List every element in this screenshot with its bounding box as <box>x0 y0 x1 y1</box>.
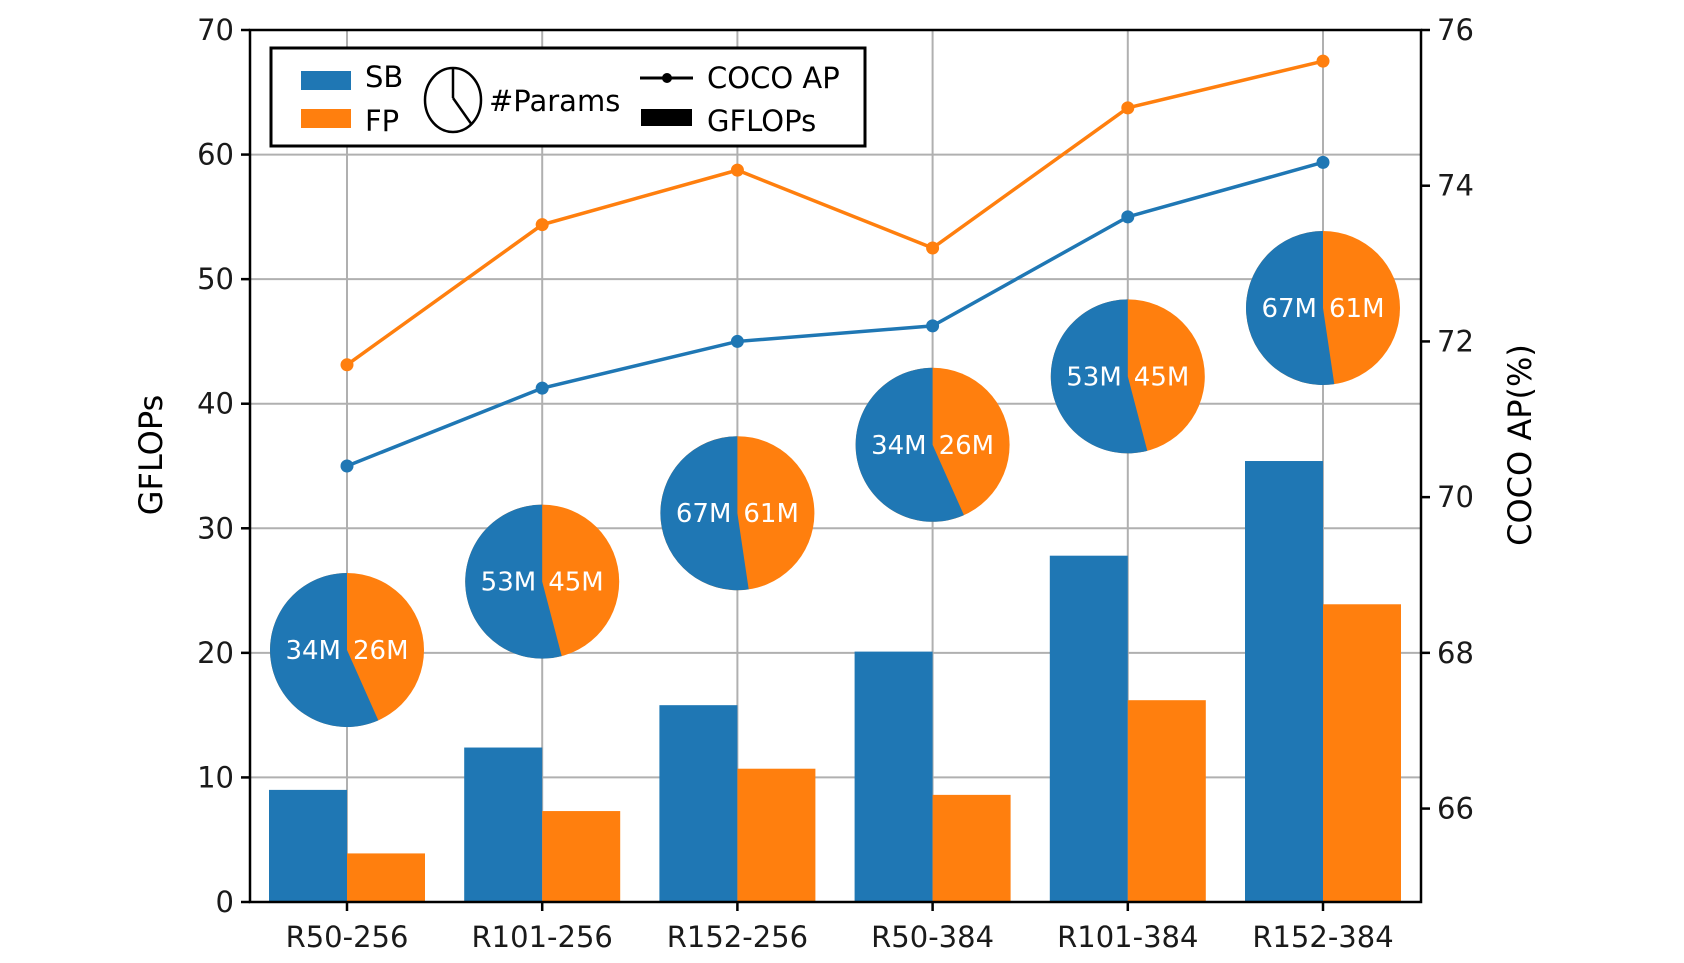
line-fp-coco-ap <box>345 59 1324 367</box>
pie-label-sb: 53M <box>481 568 537 598</box>
pie-r152-256: 67M 61M <box>660 436 815 591</box>
bar-fp-r50-384 <box>932 794 1011 902</box>
point-fp-r152-256 <box>730 163 744 177</box>
bars-layer <box>269 461 1401 902</box>
x-tick-label: R152-256 <box>667 920 808 954</box>
point-fp-r101-384 <box>1121 101 1135 115</box>
pie-label-fp: 26M <box>939 431 995 461</box>
pie-slice-sb <box>1050 299 1148 454</box>
pie-label-fp: 45M <box>1134 362 1190 392</box>
bar-sb-r152-256 <box>659 705 738 902</box>
pie-slice-sb <box>270 573 379 727</box>
pie-slice-sb <box>465 504 562 659</box>
x-tick-label: R101-256 <box>472 920 613 954</box>
point-sb-r101-384 <box>1121 210 1135 224</box>
lines-layer <box>340 54 1330 473</box>
point-sb-r152-256 <box>730 334 744 348</box>
pie-slice-sb <box>855 367 964 522</box>
x-tick-label: R152-384 <box>1252 920 1393 954</box>
y-tick-label-right: 72 <box>1437 324 1474 358</box>
pie-label-sb: 67M <box>676 499 732 529</box>
bar-sb-r101-384 <box>1049 555 1128 902</box>
y-tick-label-left: 40 <box>197 387 234 421</box>
pie-label-fp: 61M <box>1329 294 1385 324</box>
x-tick-label: R50-256 <box>286 920 409 954</box>
y-tick-label-left: 0 <box>216 885 234 919</box>
bar-fp-r50-256 <box>347 853 425 902</box>
pie-label-sb: 34M <box>285 636 341 666</box>
point-sb-r50-256 <box>340 459 354 473</box>
y-tick-label-right: 74 <box>1437 169 1474 203</box>
line-marker-icon <box>640 73 693 83</box>
bar-sb-r152-384 <box>1245 461 1323 902</box>
pie-slice-sb <box>1246 231 1335 385</box>
bar-fp-r152-256 <box>737 768 816 902</box>
bar-fp-r101-256 <box>542 811 621 902</box>
pie-r50-384: 34M 26M <box>855 367 1010 522</box>
y-tick-label-left: 30 <box>197 511 234 545</box>
pie-r101-256: 53M 45M <box>465 504 620 659</box>
pie-label-sb: 67M <box>1261 294 1317 324</box>
pie-label-sb: 34M <box>871 431 927 461</box>
plot-frame <box>248 28 1423 904</box>
bar-fp-r101-384 <box>1127 700 1206 902</box>
bar-fp-r152-384 <box>1323 604 1401 902</box>
ticks-layer: 0 10 20 30 40 50 60 70 66 68 70 72 74 76 R50-256 R101-2… <box>197 13 1474 954</box>
y-tick-label-right: 70 <box>1437 480 1474 514</box>
point-fp-r50-384 <box>926 241 940 255</box>
pie-r152-384: 67M 61M <box>1246 231 1400 385</box>
y-tick-label-left: 50 <box>197 262 234 296</box>
legend-swatch-sb <box>301 71 351 90</box>
line-sb-coco-ap <box>346 160 1324 468</box>
pie-label-sb: 53M <box>1066 362 1122 392</box>
y-tick-label-left: 70 <box>197 13 234 47</box>
y-tick-label-left: 20 <box>197 636 234 670</box>
legend-swatch-gflops <box>641 109 692 126</box>
x-tick-label: R101-384 <box>1057 920 1198 954</box>
axes-layer <box>248 28 1423 904</box>
y-tick-label-right: 68 <box>1437 636 1474 670</box>
pie-slice-sb <box>660 436 749 591</box>
legend-swatch-fp <box>301 109 351 128</box>
legend-label-params: #Params <box>489 84 620 118</box>
point-sb-r101-256 <box>535 381 549 395</box>
legend-box <box>269 46 867 148</box>
pie-label-fp: 26M <box>353 636 409 666</box>
legend-label-coco-ap: COCO AP <box>707 61 840 95</box>
y-tick-label-left: 10 <box>197 760 234 794</box>
pie-icon <box>423 66 483 134</box>
x-tick-label: R50-384 <box>871 920 994 954</box>
pie-r50-256: 34M 26M <box>270 573 424 727</box>
legend-label-gflops: GFLOPs <box>707 104 816 138</box>
bar-sb-r50-256 <box>269 789 347 902</box>
point-fp-r152-384 <box>1316 54 1330 68</box>
y-axis-title-right: COCO AP(%) <box>1501 344 1539 546</box>
point-fp-r50-256 <box>340 358 354 372</box>
legend-label-fp: FP <box>365 104 399 138</box>
point-sb-r152-384 <box>1316 155 1330 169</box>
y-tick-label-right: 66 <box>1437 792 1474 826</box>
y-tick-label-right: 76 <box>1437 13 1474 47</box>
point-sb-r50-384 <box>926 319 940 333</box>
bar-sb-r50-384 <box>854 651 933 902</box>
y-tick-label-left: 60 <box>197 138 234 172</box>
pie-r101-384: 53M 45M <box>1050 299 1205 454</box>
pie-label-fp: 61M <box>743 499 799 529</box>
pie-label-fp: 45M <box>548 568 604 598</box>
legend: SB FP #Params COCO AP GFLOPs <box>269 46 867 148</box>
y-axis-title-left: GFLOPs <box>132 395 170 515</box>
pies-layer: 34M 26M 53M 45M 67M 61M 34M 26M 53M 45M 67M 61M <box>270 231 1400 727</box>
bar-sb-r101-256 <box>464 747 543 902</box>
legend-label-sb: SB <box>365 60 403 94</box>
point-fp-r101-256 <box>535 218 549 232</box>
